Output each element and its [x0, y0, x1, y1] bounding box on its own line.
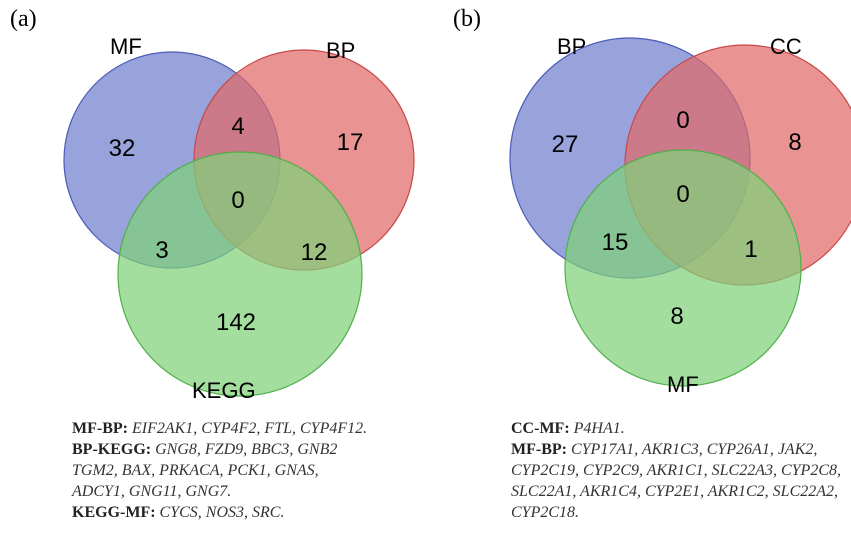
set-label-mf: MF	[667, 372, 699, 397]
caption-entry: KEGG-MF: CYCS, NOS3, SRC.	[72, 502, 372, 523]
panel-letter: (b)	[453, 6, 481, 32]
count-mf-only: 8	[670, 303, 683, 330]
caption-key: MF-BP:	[72, 420, 128, 437]
caption-entry: MF-BP: EIF2AK1, CYP4F2, FTL, CYP4F12.	[72, 418, 372, 439]
count-all: 0	[231, 187, 244, 214]
caption-genes: P4HA1.	[573, 420, 625, 437]
venn-diagram: MF BP KEGG 32 4 17 0 3 12 142	[63, 34, 415, 403]
caption-key: MF-BP:	[511, 441, 567, 458]
count-cc-mf: 1	[744, 236, 757, 263]
set-label-bp: BP	[326, 38, 355, 63]
caption-entry: BP-KEGG: GNG8, FZD9, BBC3, GNB2 TGM2, BA…	[72, 439, 372, 502]
caption-genes: CYP17A1, AKR1C3, CYP26A1, JAK2, CYP2C19,…	[511, 441, 841, 521]
caption-genes: CYCS, NOS3, SRC.	[159, 504, 285, 521]
caption-genes: GNG8, FZD9, BBC3, GNB2 TGM2, BAX, PRKACA…	[72, 441, 338, 500]
caption-key: BP-KEGG:	[72, 441, 152, 458]
set-label-kegg: KEGG	[192, 378, 256, 403]
count-mf-kegg: 3	[155, 237, 168, 264]
count-kegg-only: 142	[216, 309, 256, 336]
set-label-cc: CC	[770, 34, 802, 59]
caption-entry: MF-BP: CYP17A1, AKR1C3, CYP26A1, JAK2, C…	[511, 439, 841, 523]
gene-caption: MF-BP: EIF2AK1, CYP4F2, FTL, CYP4F12. BP…	[72, 418, 372, 523]
count-bp-only: 17	[337, 129, 364, 156]
count-all: 0	[676, 181, 689, 208]
count-bp-mf: 15	[602, 229, 629, 256]
set-label-bp: BP	[557, 34, 586, 59]
caption-entry: CC-MF: P4HA1.	[511, 418, 841, 439]
venn-diagram: BP CC MF 27 0 8 0 15 1 8	[509, 34, 851, 397]
venn-panel-a: (a) MF BP KEGG 32 4 17 0 3 12 142 MF-BP:…	[0, 0, 425, 551]
count-bp-kegg: 12	[301, 239, 328, 266]
count-bp-cc: 0	[676, 107, 689, 134]
venn-panel-b: (b) BP CC MF 27 0 8 0 15 1 8 CC-MF: P4HA…	[425, 0, 851, 551]
count-mf-bp: 4	[231, 113, 244, 140]
set-circle-mf	[564, 149, 802, 387]
caption-key: KEGG-MF:	[72, 504, 156, 521]
gene-caption: CC-MF: P4HA1. MF-BP: CYP17A1, AKR1C3, CY…	[511, 418, 841, 523]
caption-genes: EIF2AK1, CYP4F2, FTL, CYP4F12.	[131, 420, 368, 437]
set-circle-kegg	[117, 151, 363, 397]
count-mf-only: 32	[109, 135, 136, 162]
count-bp-only: 27	[552, 131, 579, 158]
set-label-mf: MF	[110, 34, 142, 59]
caption-key: CC-MF:	[511, 420, 570, 437]
panel-letter: (a)	[10, 6, 37, 32]
count-cc-only: 8	[788, 129, 801, 156]
